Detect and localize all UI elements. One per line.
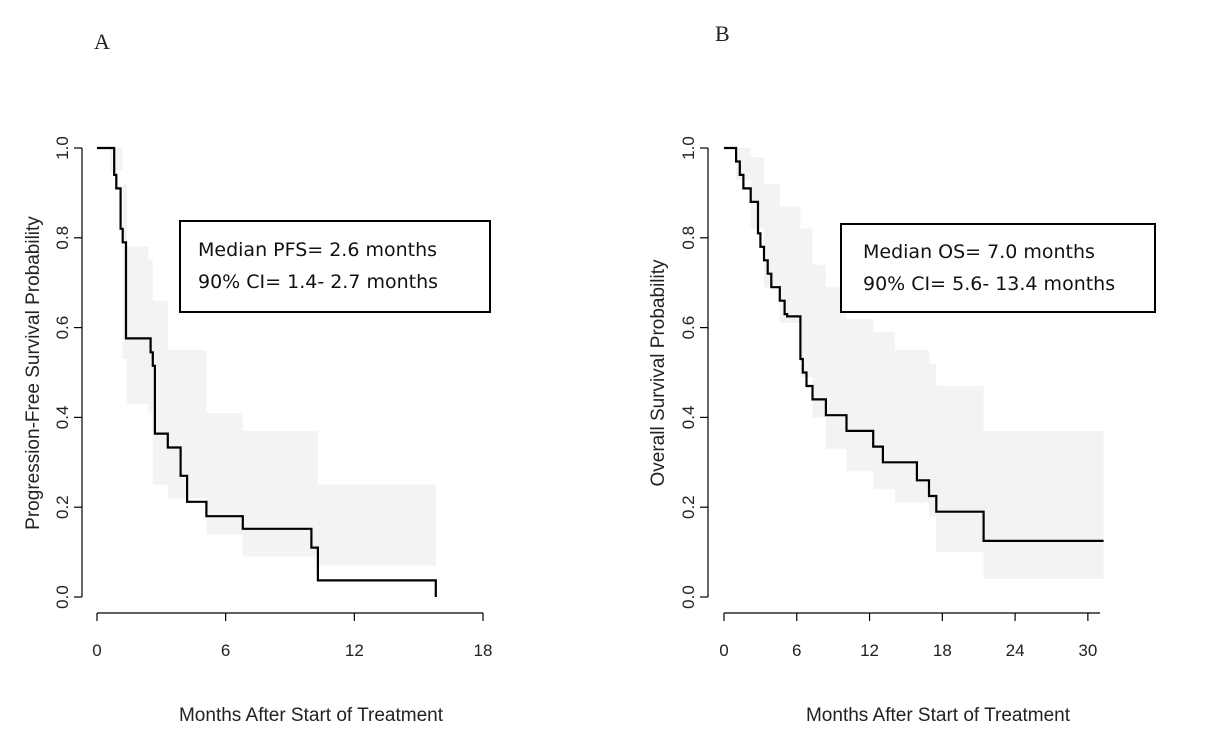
y-tick-label-a-4: 0.8 (53, 226, 72, 250)
ci-band-area-b (724, 148, 1104, 579)
annotation-frame-b (840, 223, 1156, 313)
x-tick-label-b-3: 18 (933, 641, 952, 660)
km-curve-a (97, 146, 437, 597)
km-curve-b (724, 146, 1104, 542)
y-tick-label-b-2: 0.4 (679, 406, 698, 430)
y-tick-label-a-0: 0.0 (53, 585, 72, 609)
ci-band-a (97, 148, 436, 597)
y-tick-label-a-3: 0.6 (53, 316, 72, 340)
panel-a: A 0.0 0.2 0.4 0.6 0.8 1.0 0 6 12 18 Progression-… (23, 29, 492, 726)
annotation-box-a: Median PFS= 2.6 months 90% CI= 1.4- 2.7 … (179, 220, 491, 313)
x-tick-label-b-4: 24 (1006, 641, 1025, 660)
x-tick-label-b-2: 12 (860, 641, 879, 660)
y-tick-label-b-3: 0.6 (679, 316, 698, 340)
x-tick-label-b-1: 6 (792, 641, 801, 660)
x-ticks-a: 0 6 12 18 (92, 613, 492, 660)
y-ticks-a: 0.0 0.2 0.4 0.6 0.8 1.0 (53, 136, 82, 609)
x-tick-label-a-3: 18 (474, 641, 493, 660)
ci-band-b (724, 148, 1104, 579)
x-tick-label-b-0: 0 (719, 641, 728, 660)
annotation-frame-a (179, 220, 491, 313)
x-tick-label-a-0: 0 (92, 641, 101, 660)
y-axis-title-a: Progression-Free Survival Probability (23, 216, 44, 530)
panel-a-label: A (94, 29, 110, 54)
km-series-b-0 (724, 146, 1104, 542)
y-tick-label-b-0: 0.0 (679, 585, 698, 609)
y-tick-label-a-2: 0.4 (53, 406, 72, 430)
km-series-a-0 (97, 146, 437, 597)
annotation-line-b-1: Median OS= 7.0 months (863, 241, 1095, 263)
y-tick-label-b-5: 1.0 (679, 136, 698, 160)
x-ticks-b: 0 6 12 18 24 30 (719, 613, 1097, 660)
annotation-line-a-1: Median PFS= 2.6 months (198, 239, 437, 261)
y-tick-label-b-4: 0.8 (679, 226, 698, 250)
y-ticks-b: 0.0 0.2 0.4 0.6 0.8 1.0 (679, 136, 708, 609)
y-tick-label-a-5: 1.0 (53, 136, 72, 160)
y-tick-label-a-1: 0.2 (53, 495, 72, 519)
annotation-line-a-2: 90% CI= 1.4- 2.7 months (198, 271, 438, 293)
panel-b: B 0.0 0.2 0.4 0.6 0.8 1.0 0 6 12 18 24 30 Overall … (648, 21, 1156, 726)
annotation-box-b: Median OS= 7.0 months 90% CI= 5.6- 13.4 … (840, 223, 1156, 313)
x-axis-title-a: Months After Start of Treatment (179, 705, 444, 726)
x-tick-label-a-1: 6 (221, 641, 230, 660)
annotation-line-b-2: 90% CI= 5.6- 13.4 months (863, 273, 1115, 295)
x-tick-label-b-5: 30 (1078, 641, 1097, 660)
panel-b-label: B (715, 21, 730, 46)
x-axis-title-b: Months After Start of Treatment (806, 705, 1071, 726)
y-axis-title-b: Overall Survival Probability (648, 259, 669, 487)
x-tick-label-a-2: 12 (345, 641, 364, 660)
y-tick-label-b-1: 0.2 (679, 495, 698, 519)
ci-band-area-a (97, 148, 436, 597)
